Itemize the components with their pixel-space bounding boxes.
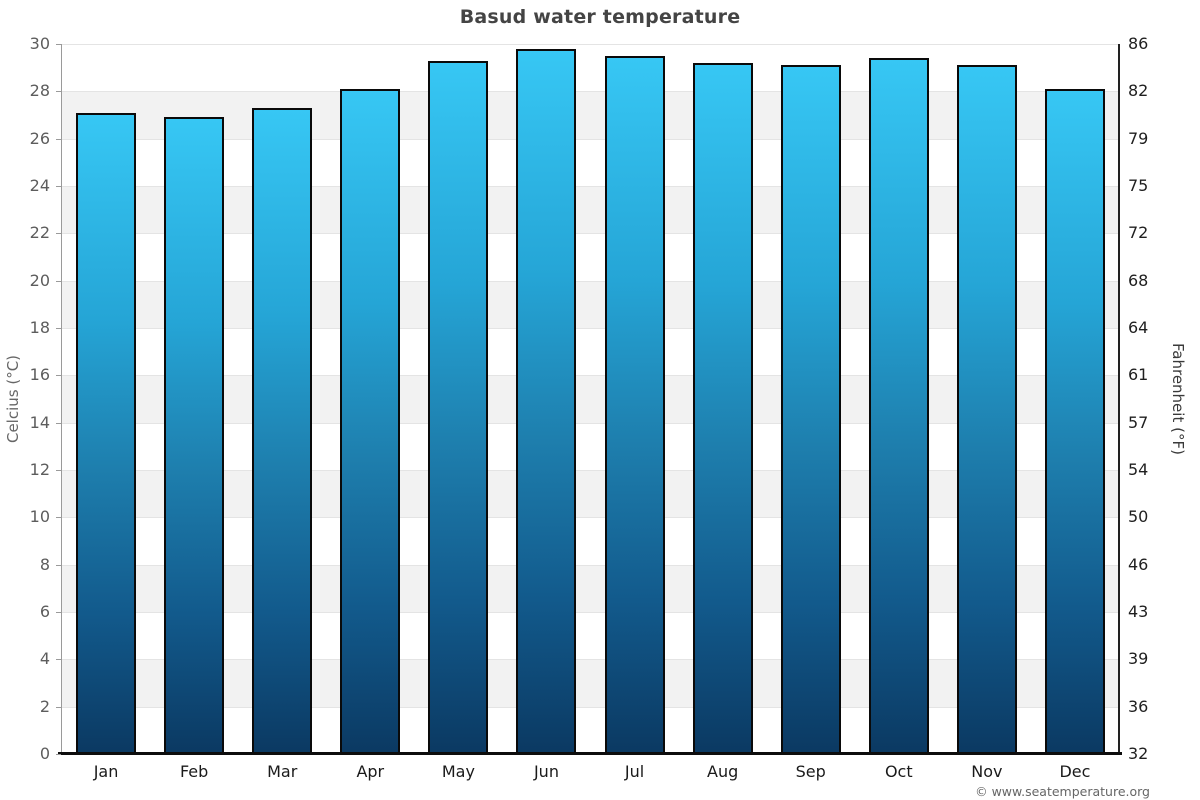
bar-jan — [76, 112, 137, 754]
tick-mark — [56, 470, 61, 471]
celsius-tick-30: 30 — [29, 34, 50, 53]
grid-band — [62, 280, 1119, 328]
fahrenheit-tick-50: 50 — [1128, 507, 1149, 527]
month-label-jun: Jun — [533, 762, 559, 781]
bar-apr — [340, 88, 401, 754]
fahrenheit-tick-32: 32 — [1128, 744, 1149, 763]
fahrenheit-tick-54: 54 — [1128, 460, 1149, 479]
right-axis-line — [1118, 44, 1120, 754]
grid-band — [62, 706, 1119, 754]
tick-mark — [56, 565, 61, 566]
celsius-tick-12: 12 — [29, 460, 50, 479]
celsius-tick-20: 20 — [29, 270, 50, 290]
celsius-tick-28: 28 — [29, 81, 50, 101]
grid-band — [62, 659, 1119, 707]
bar-jul — [604, 55, 665, 754]
tick-mark — [56, 44, 61, 45]
bar-sep — [780, 65, 841, 754]
tick-mark — [56, 328, 61, 329]
grid-band — [62, 470, 1119, 518]
grid-band — [62, 186, 1119, 234]
tick-mark — [56, 612, 61, 613]
fahrenheit-tick-46: 46 — [1128, 554, 1149, 574]
fahrenheit-tick-75: 75 — [1128, 176, 1149, 195]
grid-band — [62, 564, 1119, 612]
grid-band — [62, 375, 1119, 423]
fahrenheit-tick-82: 82 — [1128, 81, 1149, 101]
celsius-tick-10: 10 — [29, 507, 50, 527]
celsius-tick-0: 0 — [39, 744, 50, 763]
bar-jun — [516, 48, 577, 754]
grid-band — [62, 44, 1119, 92]
copyright-notice: © www.seatemperature.org — [975, 784, 1150, 799]
grid-band — [62, 422, 1119, 470]
bar-mar — [252, 107, 313, 754]
tick-mark — [56, 233, 61, 234]
month-label-oct: Oct — [884, 762, 913, 781]
tick-mark — [56, 423, 61, 424]
fahrenheit-tick-64: 64 — [1128, 318, 1149, 337]
chart-title: Basud water temperature — [459, 6, 741, 28]
tick-mark — [56, 186, 61, 187]
tick-mark — [56, 517, 61, 518]
fahrenheit-tick-36: 36 — [1128, 696, 1149, 716]
grid-band — [62, 328, 1119, 376]
celsius-tick-18: 18 — [29, 318, 50, 337]
grid-band — [62, 612, 1119, 660]
bottom-axis-line — [58, 752, 1122, 755]
tick-mark — [56, 659, 61, 660]
celsius-tick-2: 2 — [39, 696, 50, 716]
grid-band — [62, 138, 1119, 186]
month-label-sep: Sep — [795, 762, 826, 781]
grid-band — [62, 233, 1119, 281]
tick-mark — [56, 139, 61, 140]
bar-oct — [868, 58, 929, 754]
month-label-mar: Mar — [267, 762, 298, 781]
right-axis-title: Fahrenheit (°F) — [1169, 343, 1187, 455]
fahrenheit-tick-68: 68 — [1128, 270, 1149, 290]
month-label-nov: Nov — [971, 762, 1003, 781]
left-axis-title: Celcius (°C) — [4, 354, 22, 444]
celsius-tick-4: 4 — [39, 649, 50, 669]
fahrenheit-tick-43: 43 — [1128, 602, 1149, 621]
month-label-dec: Dec — [1059, 762, 1091, 781]
month-label-jul: Jul — [624, 762, 645, 781]
month-label-apr: Apr — [356, 762, 385, 781]
month-label-may: May — [441, 762, 475, 781]
fahrenheit-tick-79: 79 — [1128, 128, 1149, 148]
celsius-tick-8: 8 — [39, 554, 50, 574]
celsius-tick-6: 6 — [39, 602, 50, 621]
celsius-tick-14: 14 — [29, 412, 50, 432]
fahrenheit-tick-72: 72 — [1128, 223, 1149, 243]
celsius-tick-22: 22 — [29, 223, 50, 243]
month-label-jan: Jan — [93, 762, 119, 781]
tick-mark — [56, 91, 61, 92]
grid-band — [62, 91, 1119, 139]
left-axis-line — [61, 44, 62, 754]
bar-nov — [956, 65, 1017, 754]
fahrenheit-tick-86: 86 — [1128, 34, 1149, 53]
tick-mark — [56, 281, 61, 282]
bar-may — [428, 60, 489, 754]
tick-mark — [56, 754, 61, 755]
fahrenheit-tick-57: 57 — [1128, 412, 1149, 432]
plot-area — [62, 44, 1119, 754]
fahrenheit-tick-61: 61 — [1128, 365, 1149, 385]
month-label-aug: Aug — [707, 762, 739, 781]
month-label-feb: Feb — [179, 762, 209, 781]
tick-mark — [56, 707, 61, 708]
grid-band — [62, 517, 1119, 565]
celsius-tick-24: 24 — [29, 176, 50, 195]
celsius-tick-16: 16 — [29, 365, 50, 385]
tick-mark — [56, 375, 61, 376]
celsius-tick-26: 26 — [29, 128, 50, 148]
bar-aug — [692, 62, 753, 754]
bar-feb — [164, 117, 225, 754]
fahrenheit-tick-39: 39 — [1128, 649, 1149, 669]
bar-dec — [1044, 88, 1105, 754]
